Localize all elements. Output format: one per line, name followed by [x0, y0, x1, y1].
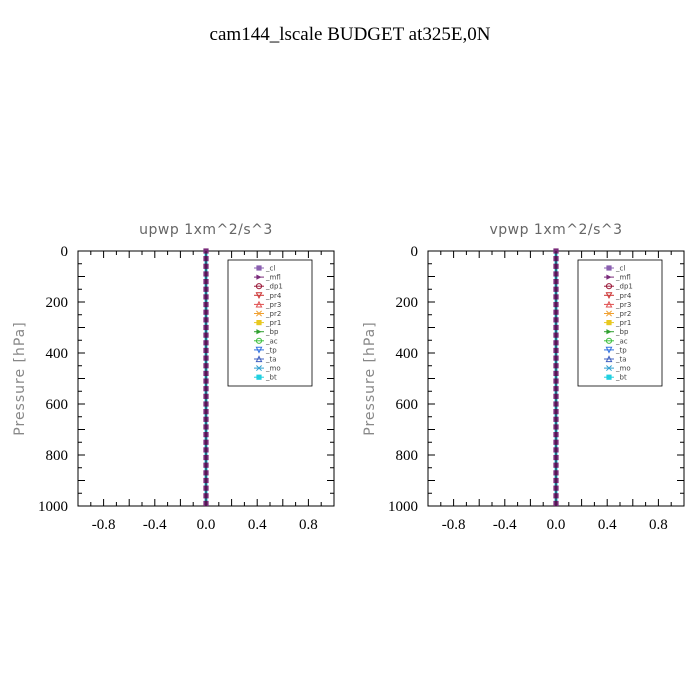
legend-marker-tp [255, 346, 263, 354]
legend-marker-pr3 [255, 300, 263, 308]
legend-label-mo: _mo [615, 365, 631, 373]
legend-label-mfl: _mfl [265, 274, 281, 282]
legend-marker-pr3 [605, 300, 613, 308]
legend-marker-dp1 [605, 283, 613, 290]
legend-marker-ta [255, 355, 263, 363]
legend-label-pr1: _pr1 [615, 319, 631, 327]
x-tick-label: 0.4 [248, 517, 267, 533]
legend-marker-ac [605, 337, 613, 344]
y-tick-label: 0 [61, 244, 69, 260]
legend-label-ta: _ta [265, 356, 277, 364]
legend-marker-dp1 [255, 283, 263, 290]
y-tick-label: 600 [46, 397, 69, 413]
y-tick-label: 400 [46, 346, 69, 362]
x-tick-label: -0.4 [143, 517, 167, 533]
legend-label-cl: _cl [265, 265, 275, 273]
legend-label-pr3: _pr3 [265, 301, 281, 309]
legend-marker-pr2 [606, 310, 612, 317]
legend-label-ac: _ac [615, 337, 628, 345]
legend-label-bp: _bp [265, 328, 279, 336]
legend-label-ac: _ac [265, 337, 278, 345]
legend-label-cl: _cl [615, 265, 625, 273]
y-tick-label: 800 [46, 448, 69, 464]
legend-marker-pr4 [605, 292, 613, 300]
x-tick-label: 0.8 [649, 517, 668, 533]
x-tick-label: 0.8 [299, 517, 318, 533]
legend-label-bt: _bt [265, 374, 277, 382]
legend-label-mfl: _mfl [615, 274, 631, 282]
legend-label-ta: _ta [615, 356, 627, 364]
x-tick-label: -0.8 [442, 517, 466, 533]
y-tick-label: 1000 [388, 499, 418, 515]
legend-marker-cl [256, 265, 262, 271]
x-tick-label: 0.0 [197, 517, 216, 533]
legend-label-dp1: _dp1 [265, 283, 283, 291]
legend-box [577, 259, 663, 387]
figure-title: cam144_lscale BUDGET at325E,0N [210, 24, 491, 45]
legend-label-dp1: _dp1 [615, 283, 633, 291]
legend-marker-mfl [256, 274, 262, 280]
legend-marker-mfl [606, 274, 612, 280]
y-axis-label: Pressure [hPa] [12, 321, 28, 435]
y-tick-label: 600 [396, 397, 419, 413]
legend-label-pr2: _pr2 [615, 310, 631, 318]
x-tick-label: 0.0 [547, 517, 566, 533]
panel-vpwp: vpwp 1xm^2/s^3 Pressure [hPa] -0.8 -0.4 0.0 0… [362, 222, 685, 533]
legend-label-pr2: _pr2 [265, 310, 281, 318]
legend-label-tp: _tp [615, 346, 627, 354]
legend-marker-pr4 [255, 292, 263, 300]
x-tick-label: 0.4 [598, 517, 617, 533]
panel-title: vpwp 1xm^2/s^3 [489, 222, 622, 238]
legend-box [227, 259, 313, 387]
legend-marker-bp [606, 329, 612, 335]
legend-marker-tp [605, 346, 613, 354]
legend-marker-cl [606, 265, 612, 271]
legend-label-pr4: _pr4 [615, 292, 632, 300]
legend-marker-ta [605, 355, 613, 363]
legend-label-pr1: _pr1 [265, 319, 281, 327]
legend-label-tp: _tp [265, 346, 277, 354]
panel-upwp: upwp 1xm^2/s^3 Pressure [hPa] -0.8 -0.4 0.0 0… [12, 222, 335, 533]
y-tick-label: 1000 [38, 499, 68, 515]
x-tick-label: -0.4 [493, 517, 517, 533]
legend-label-pr3: _pr3 [615, 301, 631, 309]
legend-label-bp: _bp [615, 328, 629, 336]
y-tick-label: 200 [396, 295, 419, 311]
legend-marker-bt [606, 374, 612, 380]
legend-marker-ac [255, 337, 263, 344]
y-tick-label: 0 [411, 244, 419, 260]
legend-marker-bp [256, 329, 262, 335]
legend-marker-pr1 [256, 320, 262, 326]
legend-marker-pr1 [606, 320, 612, 326]
legend-label-mo: _mo [265, 365, 281, 373]
panel-title: upwp 1xm^2/s^3 [139, 222, 273, 238]
legend-label-bt: _bt [615, 374, 627, 382]
x-tick-label: -0.8 [92, 517, 116, 533]
legend-marker-bt [256, 374, 262, 380]
legend-marker-pr2 [256, 310, 262, 317]
y-axis-label: Pressure [hPa] [362, 321, 378, 435]
legend-marker-mo [256, 365, 262, 372]
legend-marker-mo [606, 365, 612, 372]
y-tick-label: 400 [396, 346, 419, 362]
y-tick-label: 800 [396, 448, 419, 464]
legend-label-pr4: _pr4 [265, 292, 282, 300]
y-tick-label: 200 [46, 295, 69, 311]
